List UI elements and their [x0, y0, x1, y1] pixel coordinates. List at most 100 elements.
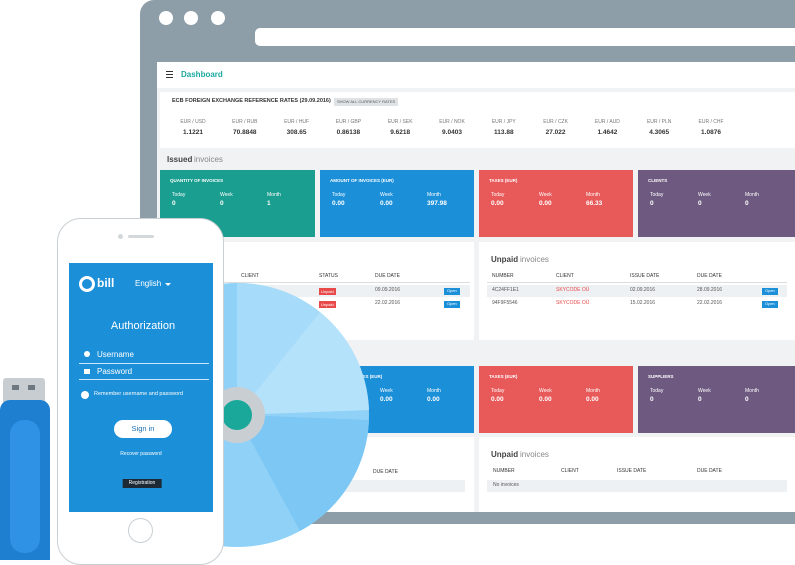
column-header: DUE DATE [697, 468, 722, 474]
card-value: 0 [650, 396, 654, 403]
rate-pair: EUR / GBP [335, 119, 362, 125]
panel-title-light: invoices [520, 450, 549, 459]
rate-pair: EUR / SEK [387, 119, 413, 125]
register-button[interactable]: Registration [122, 479, 162, 488]
card-period: Week [380, 388, 393, 394]
card-title: CLIENTS [648, 178, 668, 183]
panel-title-light: invoices [520, 255, 549, 264]
window-dot [159, 11, 173, 25]
card-period: Month [427, 388, 441, 394]
open-button[interactable]: Open [762, 287, 778, 295]
menu-icon-line [166, 77, 173, 79]
due-date: 22.02.2016 [375, 300, 401, 306]
card-period: Month [586, 192, 600, 198]
panel-title-strong: Unpaid [491, 450, 519, 459]
rate-value: 1.4642 [597, 129, 618, 136]
due-date: 22.02.2016 [697, 300, 723, 306]
issue-date: 15.02.2016 [630, 300, 656, 306]
phone: bill English Authorization Username Password… [57, 218, 224, 565]
sign-in-label: Sign in [131, 424, 155, 433]
password-field[interactable]: Password [97, 367, 133, 376]
open-button[interactable]: Open [444, 287, 460, 295]
card-period: Week [698, 192, 711, 198]
disc-shine [237, 282, 320, 415]
home-button [128, 518, 153, 543]
header-bar [157, 62, 795, 88]
card-value: 0.00 [586, 396, 599, 403]
section-heading-light: invoices [194, 155, 223, 164]
card-value: 0.00 [380, 396, 393, 403]
card-period: Month [267, 192, 281, 198]
disc-shine [237, 312, 369, 415]
field-underline [79, 379, 209, 380]
card-value: 0.00 [539, 200, 552, 207]
column-header: CLIENT [561, 468, 579, 474]
card-title: ICES (EUR) [358, 374, 383, 379]
card-title: TAXES (EUR) [489, 374, 518, 379]
card-title: QUANTITY OF INVOICES [170, 178, 224, 183]
rate-pair: EUR / CHF [698, 119, 724, 125]
card-value: 0 [650, 200, 654, 207]
card-title: TAXES (EUR) [489, 178, 518, 183]
column-header: ISSUE DATE [617, 468, 647, 474]
card-period: Month [745, 192, 759, 198]
card-period: Week [380, 192, 393, 198]
card-value: 0.00 [539, 396, 552, 403]
open-button[interactable]: Open [762, 300, 778, 308]
status-badge: Unpaid [319, 301, 336, 308]
rates-title: ECB FOREIGN EXCHANGE REFERENCE RATES (29… [172, 98, 331, 104]
rate-pair: EUR / RUB [232, 119, 258, 125]
menu-icon-line [166, 71, 173, 73]
rate-pair: EUR / JPY [491, 119, 516, 125]
window-dot [184, 11, 198, 25]
sign-in-button[interactable]: Sign in [114, 420, 172, 438]
rate-value: 27.022 [545, 129, 566, 136]
rate-value: 70.8848 [233, 129, 257, 136]
stat-card [638, 170, 795, 237]
rate-pair: EUR / AUD [594, 119, 620, 125]
status-badge: Unpaid [319, 288, 336, 295]
table-row-bg [487, 480, 787, 492]
table-row-bg [487, 285, 787, 297]
stat-card [479, 366, 633, 433]
card-period: Today [172, 192, 186, 198]
card-period: Today [491, 388, 505, 394]
card-period: Today [650, 388, 664, 394]
invoice-number: 4C24FF1E1 [492, 287, 519, 293]
empty-message: No invoices [493, 482, 519, 488]
column-header: NUMBER [493, 468, 515, 474]
issue-date: 02.09.2016 [630, 287, 656, 293]
page-title: Dashboard [181, 70, 223, 79]
card-value: 0.00 [427, 396, 440, 403]
column-header: ISSUE DATE [630, 273, 660, 279]
client-name: SKYCODE OÜ [556, 287, 590, 293]
remember-checkbox[interactable] [81, 391, 89, 399]
card-value: 0.00 [491, 396, 504, 403]
open-button[interactable]: Open [444, 300, 460, 308]
recover-link[interactable]: Recover password [120, 451, 162, 457]
card-period: Today [491, 192, 505, 198]
language-select[interactable]: English [135, 279, 162, 288]
url-bar[interactable] [255, 28, 795, 46]
card-value: 0.00 [380, 200, 393, 207]
remember-label: Remember username and password [94, 391, 183, 397]
phone-camera [118, 234, 123, 239]
card-title: AMOUNT OF INVOICES (EUR) [330, 178, 394, 183]
username-field[interactable]: Username [97, 350, 134, 359]
card-period: Week [539, 192, 552, 198]
card-value: 0 [220, 200, 224, 207]
card-value: 0 [745, 200, 749, 207]
card-value: 0 [745, 396, 749, 403]
auth-heading: Authorization [110, 320, 176, 332]
card-value: 0.00 [491, 200, 504, 207]
usb-connector [3, 378, 45, 404]
rate-value: 0.86138 [336, 129, 361, 136]
due-date: 28.09.2016 [697, 287, 723, 293]
rates-button[interactable]: SHOW ALL CURRENCY RATES [334, 98, 399, 106]
card-period: Week [698, 388, 711, 394]
user-icon [84, 351, 90, 357]
column-header: DUE DATE [697, 273, 722, 279]
table-divider [165, 282, 470, 283]
